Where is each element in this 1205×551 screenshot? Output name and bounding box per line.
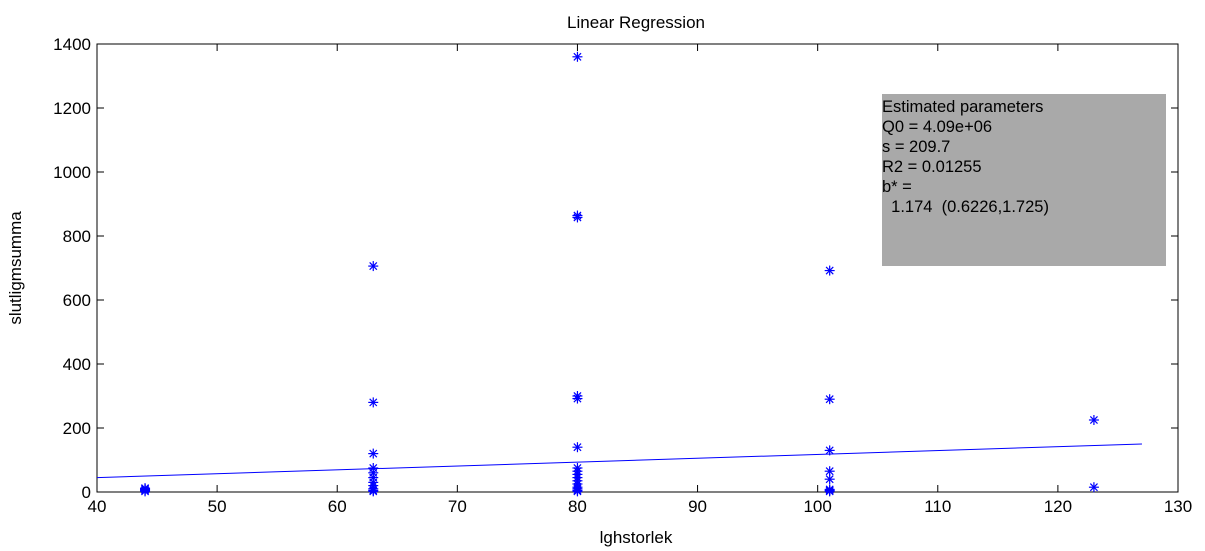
y-tick-label: 200 — [63, 419, 91, 438]
x-tick-label: 100 — [803, 497, 831, 516]
x-tick-label: 50 — [208, 497, 227, 516]
data-point — [824, 265, 835, 276]
data-point — [824, 466, 835, 477]
y-tick-label: 400 — [63, 355, 91, 374]
regression-line — [96, 443, 1142, 479]
data-point — [572, 210, 583, 221]
data-point — [572, 51, 583, 62]
data-point — [368, 397, 379, 408]
y-tick-label: 1200 — [53, 99, 91, 118]
data-point — [572, 391, 583, 401]
data-point — [1088, 482, 1099, 493]
y-tick-label: 1400 — [53, 35, 91, 54]
parameter-line: b* = — [882, 178, 912, 196]
data-point — [368, 261, 379, 272]
regression-line-group — [96, 443, 1142, 479]
x-tick-label: 70 — [448, 497, 467, 516]
y-tick-label: 0 — [82, 483, 91, 502]
y-tick-label: 1000 — [53, 163, 91, 182]
data-point — [368, 448, 379, 459]
data-point — [368, 463, 379, 473]
x-tick-label: 110 — [924, 497, 951, 516]
parameter-line: s = 209.7 — [882, 138, 951, 156]
data-point — [572, 463, 583, 473]
x-tick-label: 130 — [1164, 497, 1192, 516]
parameter-line: Q0 = 4.09e+06 — [882, 118, 993, 136]
axis-ticks: 40 50 60 70 80 90 100 110 120 130 0 200 400 600 800 100… — [53, 35, 1192, 516]
x-axis-label: lghstorlek — [600, 528, 673, 547]
chart-title: Linear Regression — [567, 13, 705, 32]
data-points — [140, 51, 1099, 497]
x-tick-label: 40 — [88, 497, 107, 516]
data-point — [824, 484, 835, 495]
data-point — [572, 442, 583, 453]
parameters-text: Estimated parameters Q0 = 4.09e+06 s = 209… — [882, 97, 1162, 217]
data-point — [824, 445, 835, 456]
x-tick-label: 120 — [1044, 497, 1072, 516]
x-tick-label: 80 — [568, 497, 587, 516]
parameter-line: Estimated parameters — [882, 98, 1044, 116]
parameter-line: R2 = 0.01255 — [882, 158, 982, 176]
y-axis-label: slutligmsumma — [6, 211, 25, 325]
data-point — [824, 394, 835, 405]
parameter-line: 1.174 (0.6226,1.725) — [882, 198, 1049, 216]
x-tick-label: 60 — [328, 497, 347, 516]
y-tick-label: 800 — [63, 227, 91, 246]
x-tick-label: 90 — [688, 497, 707, 516]
y-tick-label: 600 — [63, 291, 91, 310]
parameters-box — [882, 94, 1166, 266]
data-point — [1088, 415, 1099, 425]
data-point — [140, 483, 151, 494]
